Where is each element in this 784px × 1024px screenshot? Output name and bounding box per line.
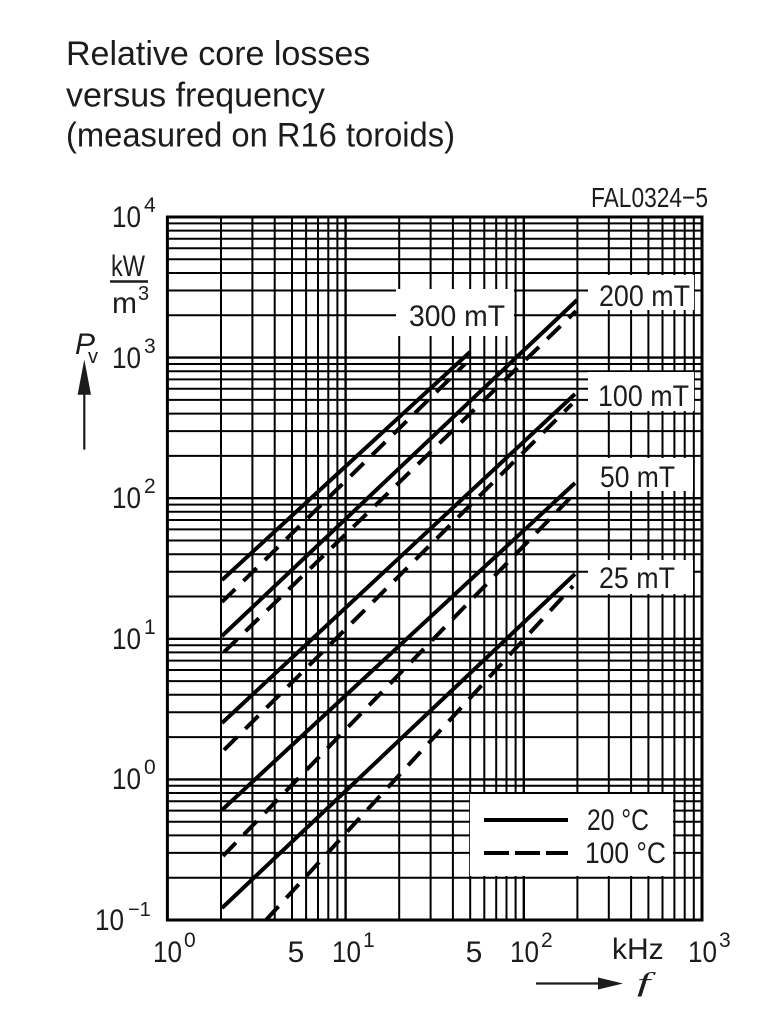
svg-text:5: 5	[466, 936, 483, 969]
svg-text:10: 10	[112, 623, 141, 656]
svg-text:50 mT: 50 mT	[600, 461, 675, 494]
svg-text:1: 1	[144, 616, 156, 639]
svg-text:20 °C: 20 °C	[587, 804, 649, 837]
svg-text:300 mT: 300 mT	[409, 300, 505, 333]
svg-text:−1: −1	[128, 899, 151, 921]
svg-text:2: 2	[541, 929, 553, 952]
svg-text:kHz: kHz	[612, 933, 664, 966]
svg-text:3: 3	[719, 929, 731, 952]
svg-text:200 mT: 200 mT	[599, 280, 690, 313]
svg-text:5: 5	[288, 936, 305, 969]
svg-text:1: 1	[363, 929, 375, 952]
svg-text:100 °C: 100 °C	[585, 837, 666, 870]
svg-text:4: 4	[144, 194, 156, 217]
svg-text:0: 0	[144, 756, 156, 779]
svg-text:P: P	[75, 328, 95, 361]
svg-text:100 mT: 100 mT	[598, 380, 689, 413]
svg-text:v: v	[88, 346, 98, 368]
svg-text:10: 10	[112, 763, 141, 796]
svg-text:versus frequency: versus frequency	[66, 77, 325, 115]
svg-text:0: 0	[184, 929, 196, 952]
svg-text:10: 10	[112, 482, 141, 515]
svg-text:3: 3	[144, 335, 156, 358]
svg-text:FAL0324−5: FAL0324−5	[591, 182, 708, 213]
svg-text:10: 10	[510, 936, 539, 969]
svg-text:10: 10	[688, 936, 717, 969]
svg-text:10: 10	[112, 201, 141, 234]
svg-text:25 mT: 25 mT	[599, 562, 675, 595]
svg-text:(measured on R16 toroids): (measured on R16 toroids)	[66, 117, 455, 155]
svg-text:10: 10	[95, 904, 124, 937]
svg-text:10: 10	[332, 936, 361, 969]
svg-text:10: 10	[153, 936, 182, 969]
svg-text:kW: kW	[111, 250, 146, 283]
svg-text:m: m	[112, 287, 137, 320]
svg-text:Relative core losses: Relative core losses	[66, 35, 370, 73]
svg-text:3: 3	[138, 283, 149, 305]
svg-text:2: 2	[144, 475, 156, 498]
svg-text:10: 10	[112, 342, 141, 375]
